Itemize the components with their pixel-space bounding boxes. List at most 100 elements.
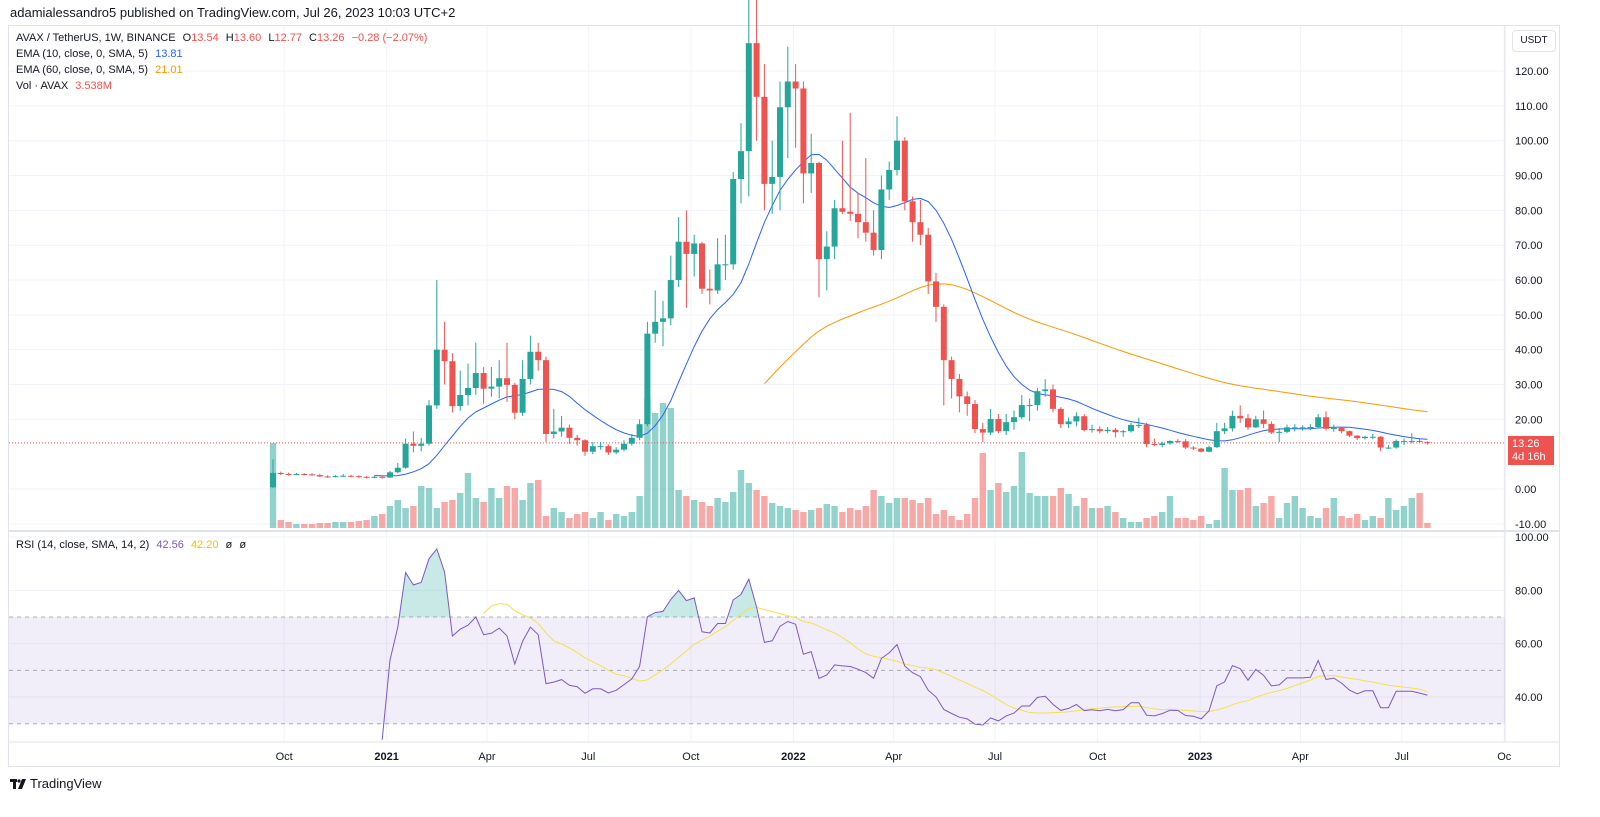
volume-bar: [956, 520, 963, 528]
volume-bar: [870, 490, 877, 528]
candle: [1042, 379, 1049, 397]
candle: [597, 441, 604, 450]
candle: [371, 475, 378, 479]
candle-body: [504, 378, 510, 385]
volume-legend[interactable]: Vol · AVAX 3.538M: [16, 80, 116, 92]
candle-body: [387, 472, 393, 478]
candle: [925, 227, 932, 294]
rsi-extra-1: ø: [225, 539, 233, 551]
volume-bar: [1104, 506, 1111, 528]
candle: [535, 342, 542, 371]
candle: [1065, 417, 1072, 429]
volume-bar: [1049, 496, 1057, 528]
candle-body: [667, 280, 674, 319]
volume-bar: [347, 522, 355, 528]
volume-bar: [862, 506, 869, 528]
candle: [527, 335, 534, 385]
candle: [714, 238, 721, 294]
candle: [363, 476, 370, 479]
volume-bar: [488, 488, 495, 528]
volume-bar: [1237, 490, 1244, 528]
candle: [1018, 394, 1025, 420]
candle-body: [675, 241, 682, 281]
ohlc-low: L12.77: [268, 32, 302, 44]
candle: [917, 199, 924, 246]
candle: [402, 438, 409, 469]
volume-bar: [605, 520, 612, 528]
rsi-sma-line: [483, 603, 1428, 714]
candle-body: [340, 475, 347, 477]
volume-bar: [706, 506, 713, 528]
price-tick-label: 110.00: [1515, 101, 1548, 113]
candle-body: [379, 476, 386, 478]
candle: [488, 367, 495, 397]
volume-bar: [730, 492, 737, 528]
candle: [738, 123, 744, 204]
candle: [972, 400, 978, 434]
volume-bar: [503, 486, 511, 528]
candle-body: [511, 384, 518, 413]
candle-body: [878, 189, 885, 251]
candle-body: [1393, 440, 1400, 448]
candle: [1284, 424, 1290, 434]
volume-bar: [815, 508, 823, 528]
candle: [1268, 421, 1275, 434]
volume-bar: [1354, 514, 1361, 528]
rsi-tick-label: 40.00: [1515, 692, 1543, 704]
candle-body: [1338, 428, 1345, 432]
candle-body: [348, 475, 354, 477]
candle: [1143, 422, 1150, 448]
volume-bar: [691, 500, 698, 528]
candle: [1034, 387, 1041, 411]
volume-bar: [1096, 508, 1103, 528]
candle-body: [597, 446, 604, 448]
candle: [465, 363, 471, 406]
candle-body: [948, 360, 955, 379]
candle: [886, 161, 893, 200]
price-tick-label: 60.00: [1515, 275, 1543, 287]
candle-body: [699, 243, 705, 289]
volume-bar: [1385, 498, 1392, 528]
ema10-legend[interactable]: EMA (10, close, 0, SMA, 5) 13.81: [16, 48, 187, 60]
candle: [511, 382, 518, 420]
volume-bar: [1190, 520, 1197, 528]
price-tick-label: 80.00: [1515, 205, 1543, 217]
candle: [1104, 427, 1111, 434]
ema60-legend[interactable]: EMA (60, close, 0, SMA, 5) 21.01: [16, 64, 187, 76]
symbol-title: AVAX / TetherUS, 1W, BINANCE: [16, 32, 176, 44]
rsi-legend[interactable]: RSI (14, close, SMA, 14, 2) 42.56 42.20 …: [16, 539, 250, 551]
candle-body: [816, 162, 822, 260]
footer-brand[interactable]: TradingView: [10, 776, 102, 791]
candle: [1112, 428, 1119, 438]
candle: [769, 140, 776, 214]
candle: [808, 133, 815, 193]
candle-body: [1135, 424, 1142, 426]
volume-bar: [410, 506, 417, 528]
ohlc-open: O13.54: [182, 32, 219, 44]
candle-body: [831, 208, 838, 247]
ohlc-high: H13.60: [225, 32, 262, 44]
candle: [1369, 433, 1376, 440]
volume-bar: [652, 413, 659, 528]
candle: [1393, 439, 1400, 449]
candle-body: [621, 443, 627, 450]
volume-bar: [1338, 516, 1345, 528]
candle: [621, 440, 627, 452]
volume-bar: [597, 512, 604, 528]
candle: [792, 64, 799, 148]
candle: [1151, 438, 1158, 447]
candle: [862, 158, 869, 242]
price-tick-label: 30.00: [1515, 380, 1543, 392]
volume-bar: [1330, 498, 1337, 528]
volume-bar: [464, 473, 472, 528]
candle-body: [691, 243, 698, 254]
candle: [1174, 439, 1181, 444]
currency-unit-button[interactable]: USDT: [1512, 30, 1556, 52]
candle-body: [847, 211, 854, 214]
candle-body: [808, 162, 815, 174]
candle: [1237, 405, 1244, 423]
ohlc-change: −0.28 (−2.07%): [351, 32, 428, 44]
candle: [449, 353, 456, 413]
candle: [1315, 414, 1322, 429]
